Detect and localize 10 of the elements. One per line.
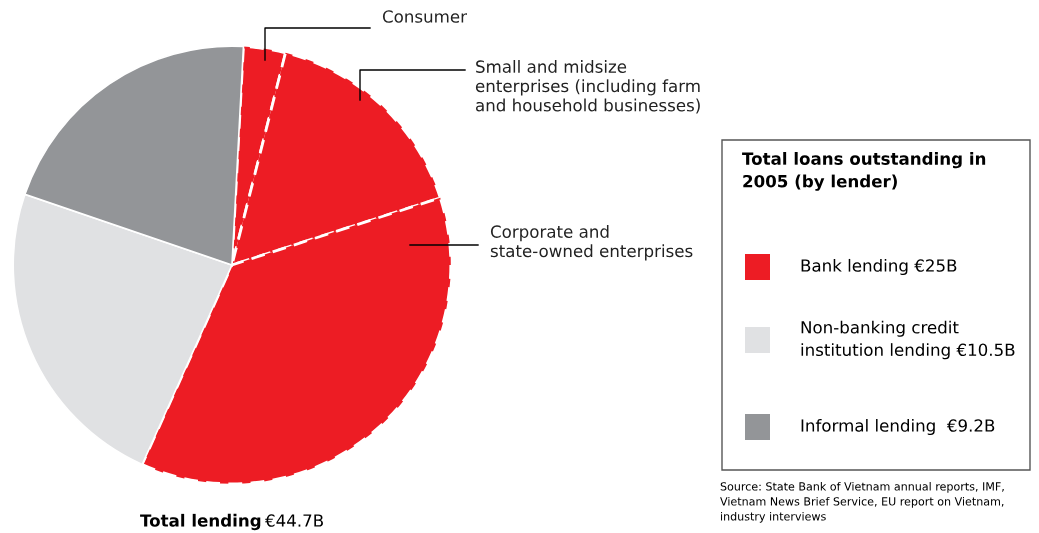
text: Total lending (140, 513, 261, 531)
slice-label: Consumer (382, 10, 467, 23)
legend-label: Non-banking credit institution lending €10.5B (801, 320, 1015, 360)
slice-label: Small and midsize enterprises (including farm and household businesses) (475, 60, 700, 114)
legend-title: Total loans outstanding in 2005 (by lender) (742, 152, 986, 191)
text: Bank lending €25B (801, 258, 957, 276)
legend-label: Informal lending €9.2B (801, 418, 995, 436)
source-note: Source: State Bank of Vietnam annual reports, IMF, Vietnam News Brief Service, EU report on Vietnam, industry interviews (720, 482, 1004, 523)
text: €44.7B (265, 514, 323, 527)
slice-label: Corporate and state-owned enterprises (490, 225, 693, 261)
